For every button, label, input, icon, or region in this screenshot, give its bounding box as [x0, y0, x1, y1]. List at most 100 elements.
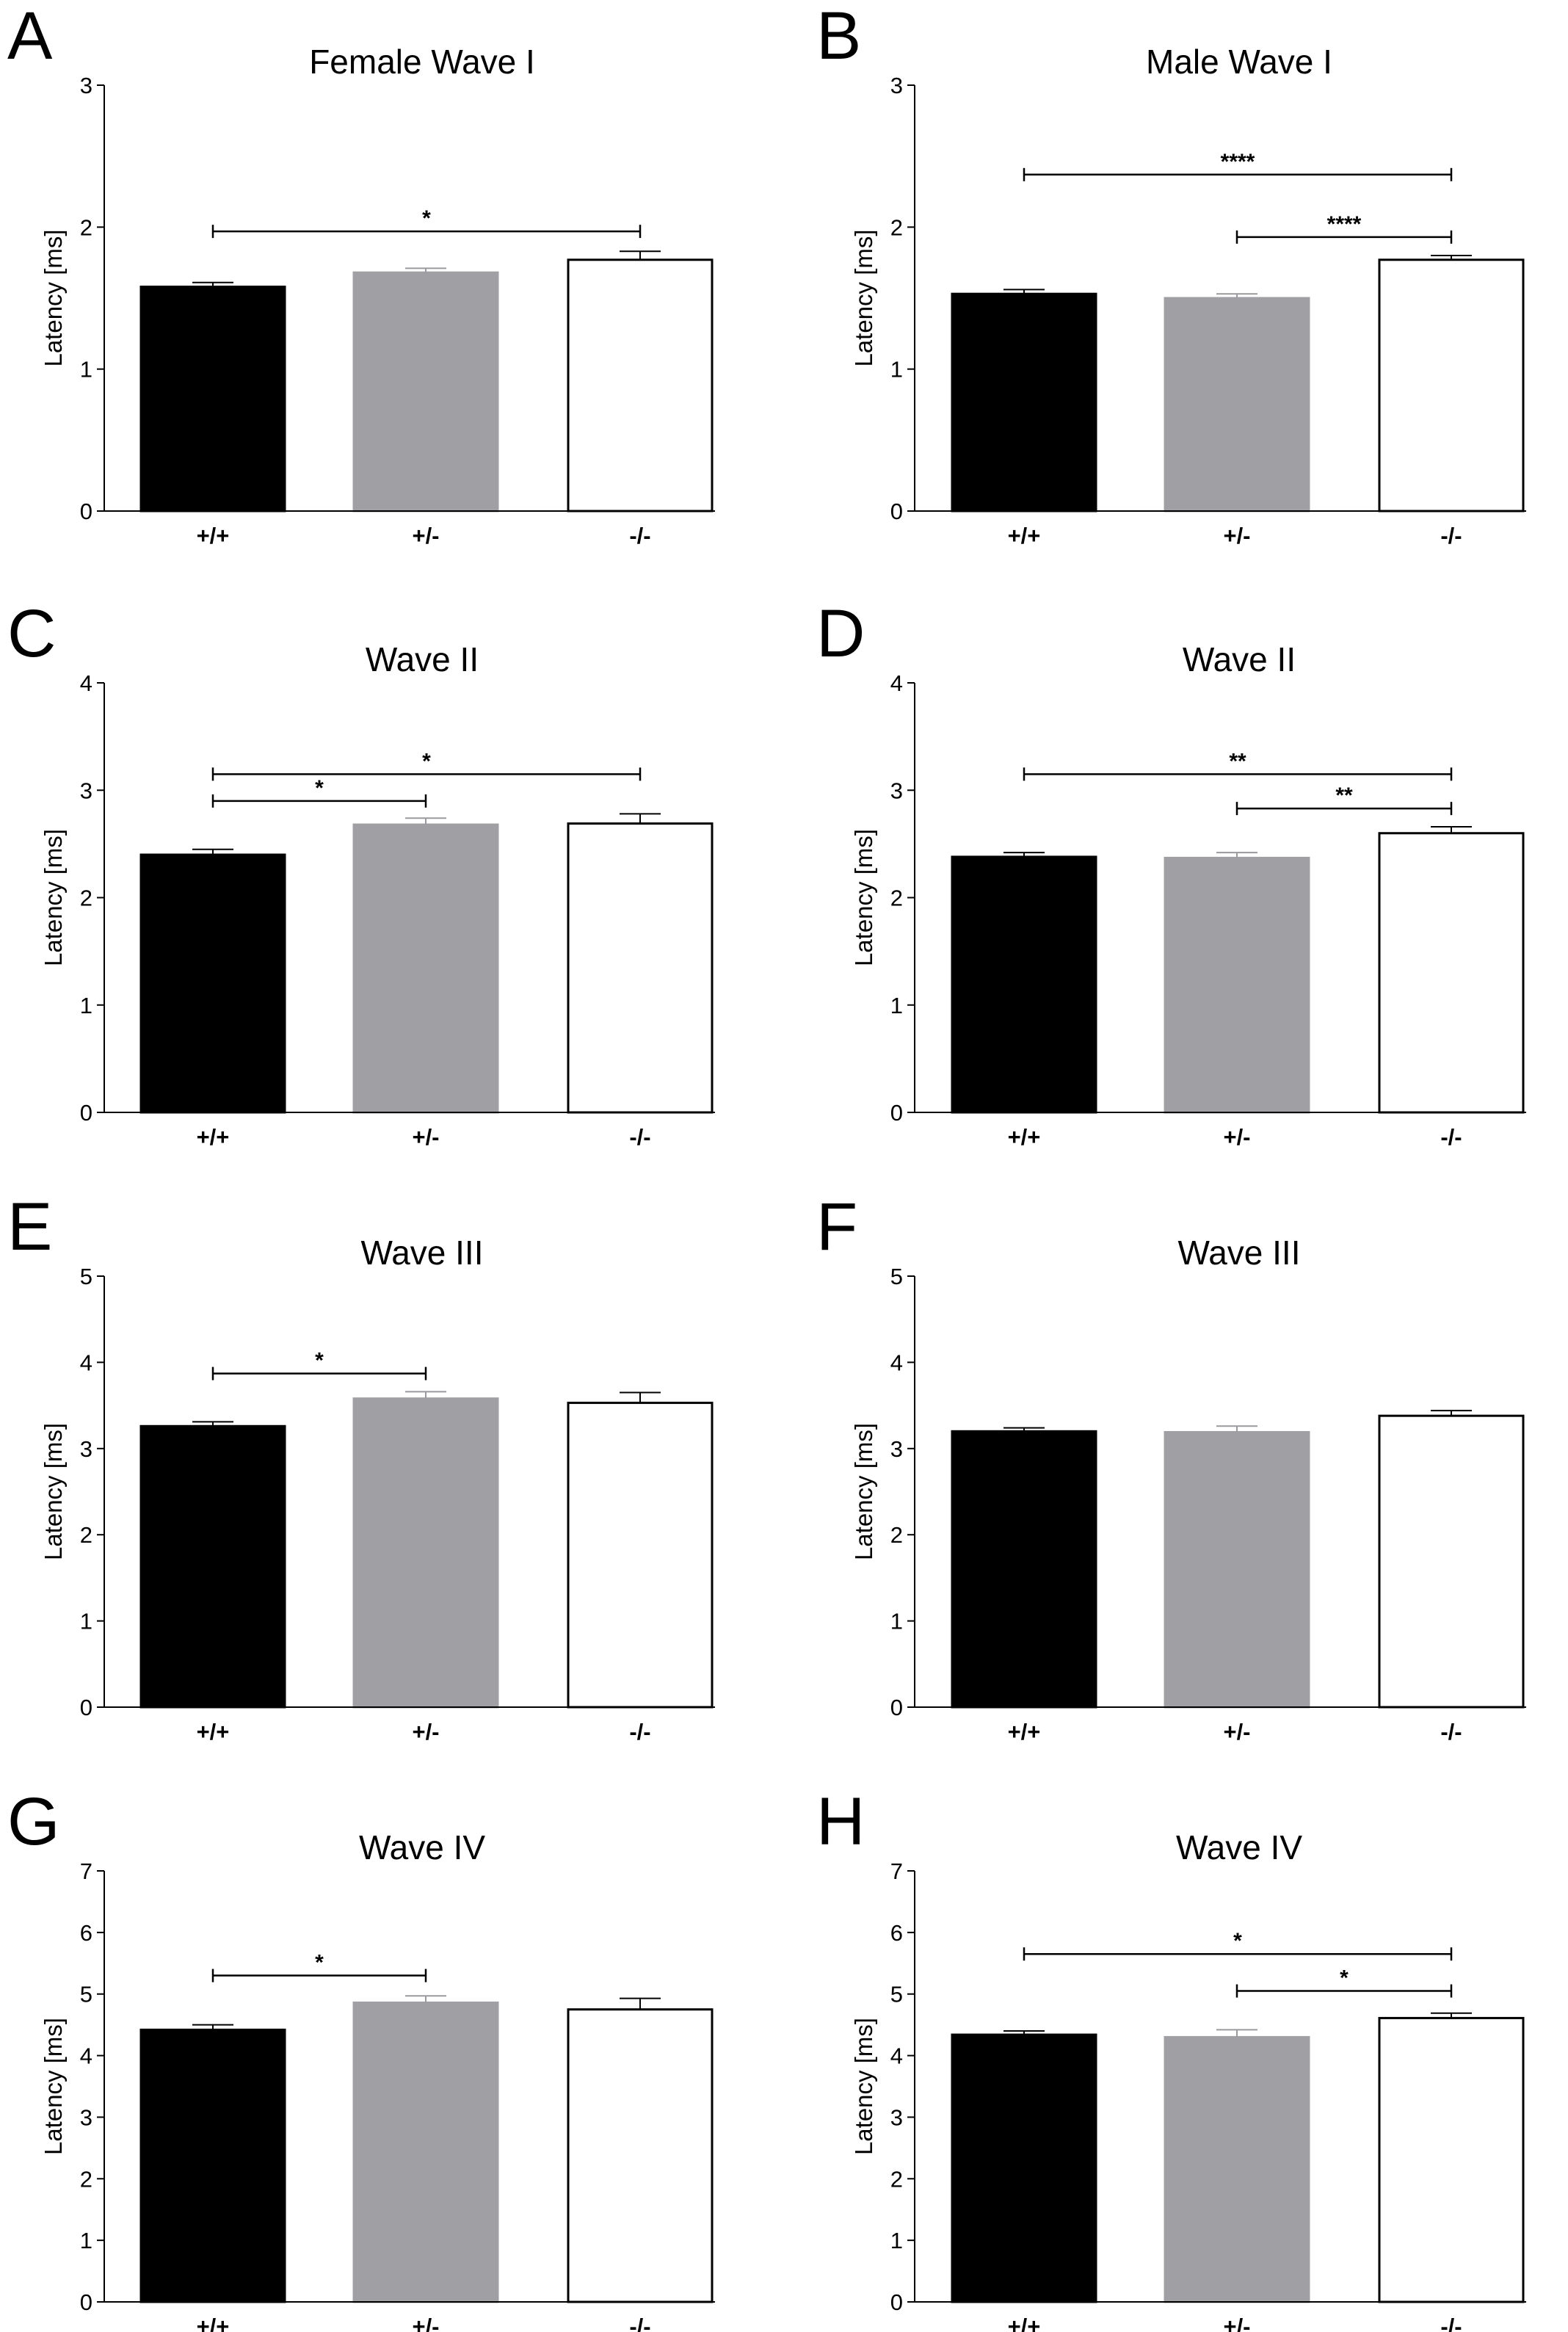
- bar-1: [951, 1430, 1097, 1709]
- significance-label: *: [1233, 1929, 1242, 1953]
- chart-title: Female Wave I: [309, 43, 535, 81]
- bar-1: [139, 286, 286, 513]
- y-tick-label: 0: [80, 499, 92, 524]
- y-tick-label: 4: [890, 2043, 903, 2069]
- significance-label: **: [1335, 783, 1353, 808]
- y-tick-label: 5: [890, 1982, 903, 2007]
- y-tick-label: 3: [80, 2104, 92, 2130]
- bar-1: [139, 853, 286, 1114]
- x-tick-label: +/-: [1223, 1719, 1250, 1745]
- bar-1: [139, 2028, 286, 2303]
- significance-label: *: [422, 206, 431, 231]
- bar-2: [352, 823, 499, 1114]
- bar-3: [1378, 832, 1525, 1114]
- y-tick-label: 1: [80, 357, 92, 383]
- y-tick-label: 1: [890, 2228, 903, 2253]
- bar-3: [567, 2008, 714, 2303]
- y-tick-label: 2: [80, 886, 92, 911]
- bar-3: [1378, 258, 1525, 513]
- significance-label: *: [315, 776, 324, 800]
- y-tick-label: 0: [890, 1695, 903, 1720]
- y-tick-label: 2: [80, 1522, 92, 1548]
- y-tick-label: 2: [80, 214, 92, 240]
- y-axis-label: Latency [ms]: [850, 1423, 877, 1560]
- x-tick-label: +/+: [197, 2314, 230, 2332]
- y-tick-label: 5: [80, 1982, 92, 2007]
- y-tick-label: 6: [80, 1920, 92, 1946]
- bar-3: [1378, 2016, 1525, 2303]
- y-tick-label: 1: [80, 1609, 92, 1634]
- y-tick-label: 7: [80, 1858, 92, 1884]
- x-tick-label: +/+: [1008, 1719, 1041, 1745]
- bar-3: [1378, 1414, 1525, 1709]
- y-tick-label: 1: [80, 2228, 92, 2253]
- x-tick-label: +/+: [197, 1719, 230, 1745]
- y-tick-label: 0: [80, 1100, 92, 1126]
- panel-letter: H: [816, 1784, 865, 1859]
- y-axis-label: Latency [ms]: [40, 229, 67, 366]
- significance-label: ****: [1327, 212, 1362, 236]
- x-tick-label: -/-: [1440, 2314, 1462, 2332]
- chart-panel-f: F Wave III 0 1 2 3 4 5 Latency [ms] +/+ +/- -/-: [816, 1189, 1526, 1745]
- significance-label: *: [315, 1349, 324, 1373]
- y-tick-label: 0: [80, 1695, 92, 1720]
- y-tick-label: 1: [890, 1609, 903, 1634]
- x-tick-label: +/+: [197, 523, 230, 548]
- y-tick-label: 1: [890, 357, 903, 383]
- x-tick-label: -/-: [1440, 1124, 1462, 1150]
- x-tick-label: -/-: [629, 2314, 650, 2332]
- chart-panel-c: C Wave II 0 1 2 3 4 Latency [ms] +/+ +/- -/- * *: [7, 596, 715, 1150]
- chart-title: Wave III: [1178, 1234, 1301, 1272]
- x-tick-label: +/+: [1008, 523, 1041, 548]
- x-tick-label: +/-: [412, 1124, 439, 1150]
- significance-label: *: [315, 1951, 324, 1975]
- y-tick-label: 2: [890, 886, 903, 911]
- y-tick-label: 5: [80, 1264, 92, 1289]
- y-tick-label: 1: [890, 993, 903, 1018]
- chart-title: Wave IV: [359, 1828, 485, 1866]
- bar-3: [567, 822, 714, 1114]
- y-axis-label: Latency [ms]: [40, 829, 67, 966]
- x-tick-label: +/-: [412, 1719, 439, 1745]
- significance-label: *: [1340, 1966, 1349, 1991]
- bar-2: [1164, 1430, 1310, 1709]
- chart-title: Wave II: [366, 640, 479, 678]
- bar-2: [1164, 2035, 1310, 2303]
- y-tick-label: 4: [80, 670, 92, 696]
- x-tick-label: +/-: [412, 523, 439, 548]
- y-tick-label: 1: [80, 993, 92, 1018]
- y-axis-label: Latency [ms]: [850, 229, 877, 366]
- chart-panel-a: A Female Wave I 0 1 2 3 Latency [ms] +/+ +/- -/- *: [7, 0, 715, 548]
- panel-letter: E: [7, 1189, 52, 1264]
- chart-title: Wave II: [1183, 640, 1296, 678]
- y-axis-label: Latency [ms]: [850, 829, 877, 966]
- bar-3: [567, 258, 714, 513]
- y-axis-label: Latency [ms]: [40, 2018, 67, 2155]
- x-tick-label: -/-: [1440, 1719, 1462, 1745]
- x-tick-label: +/+: [197, 1124, 230, 1150]
- panel-letter: B: [816, 0, 861, 73]
- panel-letter: A: [7, 0, 53, 73]
- y-tick-label: 2: [80, 2166, 92, 2192]
- y-tick-label: 0: [890, 499, 903, 524]
- y-axis-label: Latency [ms]: [850, 2018, 877, 2155]
- bar-2: [1164, 856, 1310, 1114]
- bar-2: [352, 2001, 499, 2303]
- bar-2: [352, 1397, 499, 1709]
- y-tick-label: 4: [890, 1350, 903, 1375]
- x-tick-label: -/-: [629, 1124, 650, 1150]
- y-tick-label: 2: [890, 1522, 903, 1548]
- bar-1: [139, 1424, 286, 1709]
- x-tick-label: -/-: [629, 1719, 650, 1745]
- x-tick-label: +/-: [412, 2314, 439, 2332]
- x-tick-label: +/-: [1223, 1124, 1250, 1150]
- y-tick-label: 3: [80, 1436, 92, 1462]
- bar-1: [951, 292, 1097, 513]
- y-tick-label: 5: [890, 1264, 903, 1289]
- y-axis-label: Latency [ms]: [40, 1423, 67, 1560]
- chart-panel-e: E Wave III 0 1 2 3 4 5 Latency [ms] +/+ +/- -/- *: [7, 1189, 715, 1745]
- y-tick-label: 7: [890, 1858, 903, 1884]
- chart-title: Wave IV: [1176, 1828, 1302, 1866]
- y-tick-label: 3: [890, 2104, 903, 2130]
